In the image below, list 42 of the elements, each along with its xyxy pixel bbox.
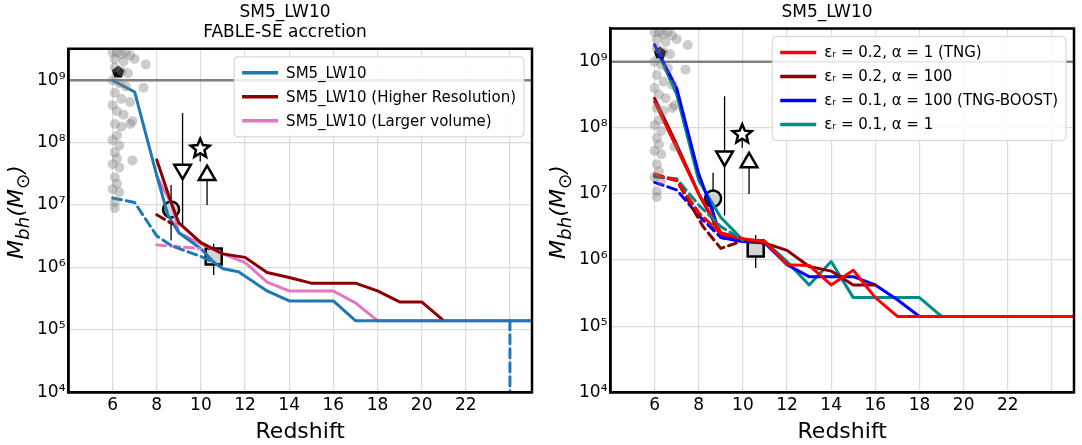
legend-label: εᵣ = 0.2, α = 1 (TNG) (824, 43, 982, 62)
x-tick-label: 14 (820, 393, 843, 414)
y-tick-label: 10⁶ (578, 248, 608, 269)
x-tick-label: 8 (151, 393, 163, 414)
x-tick-label: 8 (693, 393, 705, 414)
x-tick-label: 16 (864, 393, 887, 414)
y-tick-label: 10⁹ (578, 50, 608, 71)
x-tick-label: 22 (996, 393, 1019, 414)
x-tick-label: 6 (107, 393, 119, 414)
y-tick-label: 10⁹ (36, 68, 66, 89)
y-tick-label: 10⁵ (36, 318, 66, 339)
x-tick-label: 14 (278, 393, 301, 414)
x-tick-label: 16 (322, 393, 345, 414)
x-tick-label: 6 (649, 393, 661, 414)
x-tick-label: 18 (908, 393, 931, 414)
x-tick-label: 12 (776, 393, 798, 414)
x-tick-label: 10 (190, 393, 212, 414)
x-tick-label: 10 (732, 393, 754, 414)
x-axis-title: Redshift (797, 417, 888, 443)
x-tick-label: 18 (366, 393, 389, 414)
y-tick-label: 10⁸ (578, 116, 608, 137)
x-tick-label: 12 (234, 393, 256, 414)
legend-label: εᵣ = 0.1, α = 1 (824, 115, 934, 134)
legend-label: SM5_LW10 (Larger volume) (286, 111, 492, 131)
x-tick-label: 20 (952, 393, 975, 414)
y-tick-label: 10⁷ (578, 182, 608, 203)
x-axis-title: Redshift (255, 417, 346, 443)
y-tick-label: 10⁴ (36, 380, 66, 401)
y-tick-label: 10⁴ (578, 380, 608, 401)
chart-subtitle: FABLE-SE accretion (203, 21, 367, 42)
x-tick-label: 22 (454, 393, 477, 414)
legend-label: εᵣ = 0.1, α = 100 (TNG-BOOST) (824, 91, 1059, 110)
y-tick-label: 10⁷ (36, 193, 66, 214)
legend-label: SM5_LW10 (286, 63, 367, 83)
x-tick-label: 20 (410, 393, 433, 414)
chart-title: SM5_LW10 (781, 0, 873, 22)
y-tick-label: 10⁵ (578, 314, 608, 335)
y-tick-label: 10⁸ (36, 131, 66, 152)
legend-label: SM5_LW10 (Higher Resolution) (286, 87, 517, 107)
y-tick-label: 10⁶ (36, 255, 66, 276)
legend-label: εᵣ = 0.2, α = 100 (824, 67, 953, 86)
chart-title: SM5_LW10 (239, 0, 331, 22)
